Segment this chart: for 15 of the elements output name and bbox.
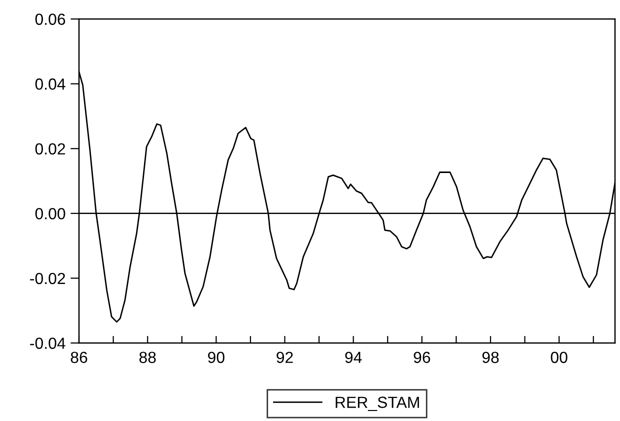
x-tick-label: 00 <box>550 352 568 364</box>
y-tick-label: -0.04 <box>30 338 66 349</box>
x-tick-label: 88 <box>139 352 156 364</box>
x-tick-label: 90 <box>208 352 224 364</box>
y-tick-label: 0.04 <box>35 78 66 90</box>
x-tick-label: 94 <box>345 352 362 364</box>
x-tick-label: 86 <box>70 352 88 364</box>
x-tick-label: 98 <box>482 352 499 364</box>
y-tick-label: 0.00 <box>35 208 66 220</box>
y-tick-label: 0.02 <box>35 143 66 155</box>
y-tick-label: 0.06 <box>35 14 66 25</box>
x-tick-label: 96 <box>414 352 430 364</box>
x-tick-label: 92 <box>276 352 293 364</box>
y-tick-label: -0.02 <box>30 272 66 284</box>
legend-label: RER_STAM <box>336 396 419 412</box>
